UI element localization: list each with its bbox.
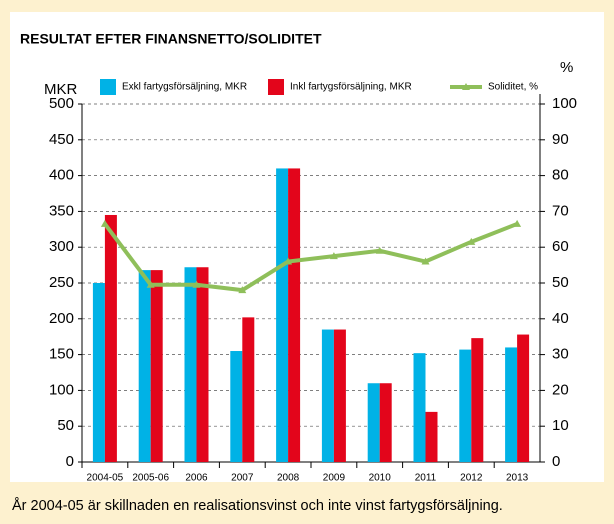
- y2-tick-label: 50: [552, 274, 569, 291]
- bar: [367, 383, 380, 462]
- legend-marker: [462, 83, 470, 90]
- legend-label: Soliditet, %: [488, 82, 538, 93]
- marker: [513, 219, 522, 227]
- bar: [505, 347, 518, 462]
- legend-label: Exkl fartygsförsäljning, MKR: [122, 82, 247, 93]
- bar: [471, 338, 484, 462]
- y-tick-label: 500: [49, 95, 74, 112]
- bar: [230, 351, 243, 462]
- y-tick-label: 100: [49, 381, 74, 398]
- y2-tick-label: 30: [552, 346, 569, 363]
- marker: [329, 252, 338, 260]
- bar: [425, 411, 438, 462]
- y-tick-label: 400: [49, 167, 74, 184]
- line: [103, 222, 518, 293]
- legend-label: Inkl fartygsförsäljning, MKR: [290, 82, 412, 93]
- marker: [100, 219, 109, 227]
- marker: [284, 257, 293, 265]
- x-tick-label: 2008: [277, 473, 300, 484]
- bar: [288, 168, 301, 462]
- y2-tick-label: 70: [552, 202, 569, 219]
- bar: [276, 168, 289, 462]
- caption: År 2004-05 är skillnaden en realisations…: [12, 497, 503, 514]
- y-tick-label: 450: [49, 131, 74, 148]
- y2-tick-label: 10: [552, 417, 569, 434]
- bar: [517, 334, 530, 462]
- y2-tick-label: 20: [552, 381, 569, 398]
- legend-swatch: [268, 79, 284, 95]
- bar: [413, 353, 426, 462]
- y2-axis-label: %: [560, 59, 573, 76]
- chart-title: RESULTAT EFTER FINANSNETTO/SOLIDITET: [20, 31, 322, 47]
- y-tick-label: 0: [66, 453, 74, 470]
- bar: [104, 214, 117, 462]
- y-tick-label: 250: [49, 274, 74, 291]
- y-tick-label: 150: [49, 346, 74, 363]
- y2-tick-label: 40: [552, 310, 569, 327]
- y-tick-label: 350: [49, 202, 74, 219]
- legend-swatch: [100, 79, 116, 95]
- x-tick-label: 2012: [460, 473, 483, 484]
- bar: [379, 383, 392, 462]
- bar: [184, 267, 197, 462]
- y-tick-label: 200: [49, 310, 74, 327]
- bar: [138, 270, 151, 462]
- marker: [467, 237, 476, 245]
- bar: [242, 317, 255, 462]
- y2-tick-label: 100: [552, 95, 577, 112]
- x-tick-label: 2009: [323, 473, 346, 484]
- x-tick-label: 2007: [231, 473, 254, 484]
- y-tick-label: 300: [49, 238, 74, 255]
- y-axis-label: MKR: [44, 81, 78, 98]
- x-tick-label: 2005-06: [132, 473, 169, 484]
- y2-tick-label: 90: [552, 131, 569, 148]
- marker: [238, 286, 247, 294]
- x-tick-label: 2004-05: [87, 473, 124, 484]
- bar: [333, 329, 346, 462]
- y-tick-label: 50: [57, 417, 74, 434]
- x-tick-label: 2013: [506, 473, 529, 484]
- marker: [375, 246, 384, 254]
- y2-tick-label: 80: [552, 167, 569, 184]
- y2-tick-label: 0: [552, 453, 560, 470]
- marker: [192, 280, 201, 288]
- bar: [459, 349, 472, 462]
- bar: [92, 283, 105, 462]
- x-tick-label: 2006: [185, 473, 208, 484]
- bar: [150, 270, 163, 462]
- x-tick-label: 2011: [415, 473, 437, 484]
- marker: [146, 280, 155, 288]
- bar: [321, 329, 334, 462]
- bar: [196, 267, 209, 462]
- x-tick-label: 2010: [369, 473, 392, 484]
- marker: [421, 257, 430, 265]
- y2-tick-label: 60: [552, 238, 569, 255]
